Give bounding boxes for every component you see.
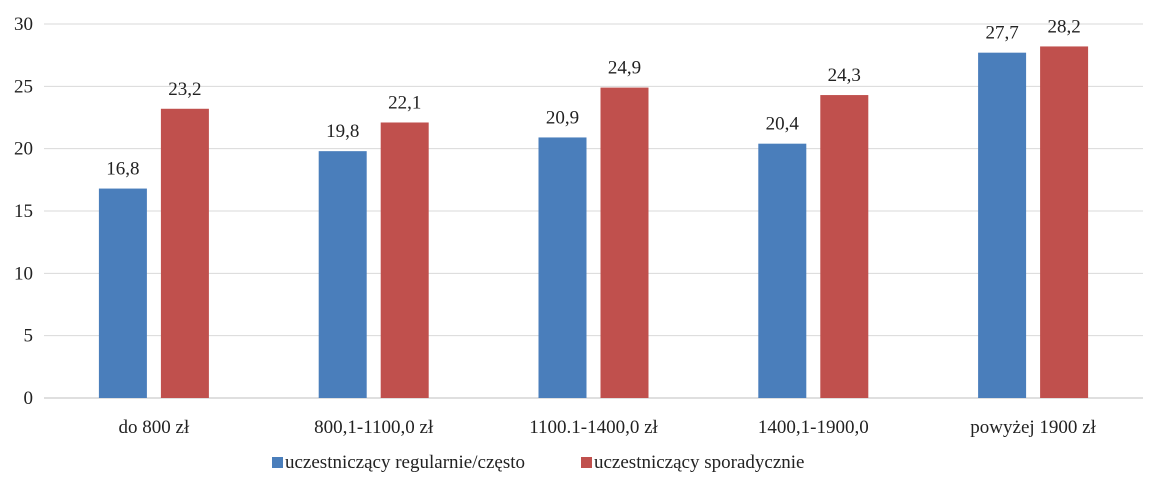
y-tick-label: 25 (14, 76, 33, 97)
x-tick-label: 1100.1-1400,0 zł (529, 417, 658, 438)
data-label: 22,1 (388, 92, 421, 113)
data-label: 24,3 (828, 65, 861, 86)
bar (538, 137, 587, 399)
legend-label: uczestniczący regularnie/często (285, 452, 525, 473)
bar (160, 108, 209, 399)
legend: uczestniczący regularnie/często uczestnic… (272, 452, 804, 473)
y-tick-label: 30 (14, 14, 33, 35)
data-label: 16,8 (106, 159, 139, 180)
legend-swatch (272, 457, 283, 468)
data-label: 20,4 (766, 114, 800, 135)
y-tick-label: 5 (24, 326, 34, 347)
legend-swatch (581, 457, 592, 468)
data-label: 19,8 (326, 121, 359, 142)
bar (98, 188, 147, 398)
x-tick-label: do 800 zł (119, 417, 190, 438)
bar (820, 95, 869, 398)
bar (758, 143, 807, 398)
x-tick-label: 800,1-1100,0 zł (314, 417, 434, 438)
data-label: 27,7 (985, 23, 1018, 44)
bar (1040, 46, 1089, 398)
gridlines (44, 23, 1143, 337)
bar (978, 52, 1027, 398)
y-tick-label: 0 (24, 388, 34, 409)
bar (318, 151, 367, 398)
bar (600, 87, 649, 398)
bars (98, 46, 1089, 399)
data-label: 20,9 (546, 107, 579, 128)
data-label: 24,9 (608, 58, 641, 79)
axes: 0 5 10 15 20 25 30 do 800 zł 800,1-1100,0 zł 1100… (14, 14, 1143, 438)
legend-label: uczestniczący sporadycznie (594, 452, 804, 473)
y-tick-label: 20 (14, 139, 33, 160)
data-label: 28,2 (1047, 16, 1080, 37)
data-label: 23,2 (168, 79, 201, 100)
x-tick-label: powyżej 1900 zł (970, 417, 1096, 438)
x-tick-label: 1400,1-1900,0 (758, 417, 869, 438)
bar (380, 122, 429, 398)
y-tick-label: 15 (14, 201, 33, 222)
data-labels: 16,8 23,2 19,8 22,1 20,9 24,9 20,4 24,3 27,7 28,2 (106, 16, 1080, 179)
y-tick-label: 10 (14, 263, 33, 284)
